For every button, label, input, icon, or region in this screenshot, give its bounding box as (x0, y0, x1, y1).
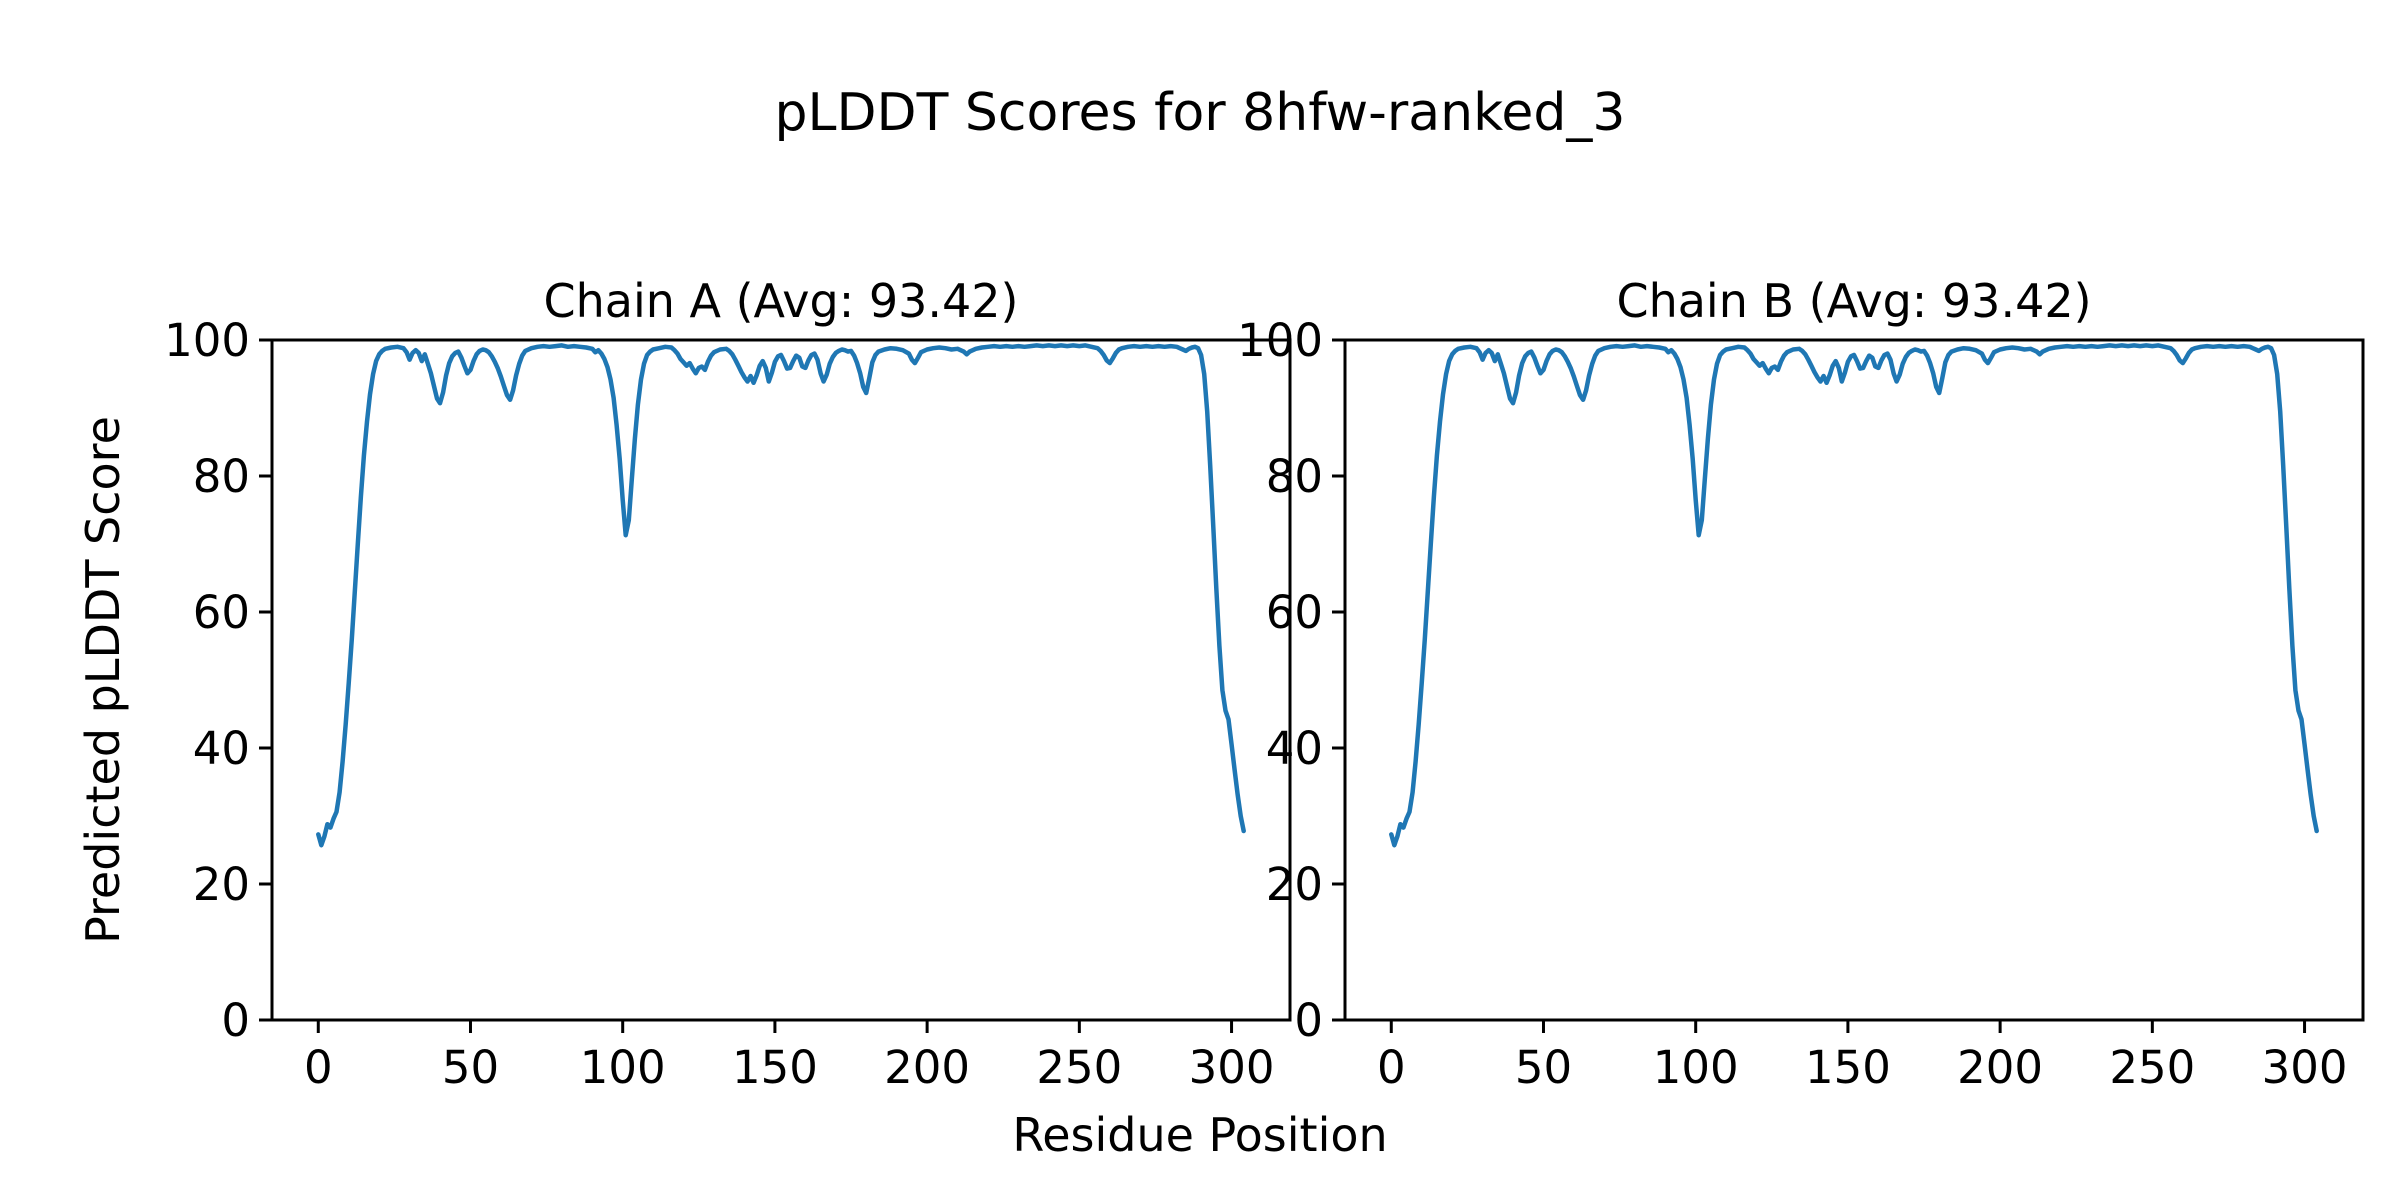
y-tick-label: 0 (221, 994, 250, 1047)
x-tick-label: 300 (2262, 1041, 2348, 1094)
x-tick-label: 200 (1957, 1041, 2043, 1094)
y-tick-label: 80 (1266, 450, 1323, 503)
x-tick-label: 250 (1036, 1041, 1122, 1094)
x-tick-label: 50 (1515, 1041, 1572, 1094)
x-tick-label: 0 (1377, 1041, 1406, 1094)
axes-box (270, 338, 1292, 1022)
y-tick-label: 40 (193, 722, 250, 775)
y-tick-label: 20 (193, 858, 250, 911)
y-tick-label: 20 (1266, 858, 1323, 911)
chain-a-plot: 0 50 100 150 200 250 300 0 20 40 60 80 100 (164, 314, 1292, 1094)
axes-box (1343, 338, 2365, 1022)
y-tick-label: 100 (1237, 314, 1323, 367)
x-axis-label: Residue Position (1012, 1108, 1388, 1162)
x-tick-label: 50 (442, 1041, 499, 1094)
chain-b-title: Chain B (Avg: 93.42) (1616, 274, 2092, 328)
figure-title: pLDDT Scores for 8hfw-ranked_3 (774, 83, 1626, 143)
x-tick-label: 250 (2109, 1041, 2195, 1094)
x-tick-label: 300 (1189, 1041, 1275, 1094)
x-tick-label: 100 (1653, 1041, 1739, 1094)
chain-a-title: Chain A (Avg: 93.42) (543, 274, 1019, 328)
y-tick-label: 100 (164, 314, 250, 367)
y-tick-label: 80 (193, 450, 250, 503)
y-tick-label: 60 (1266, 586, 1323, 639)
y-tick-label: 40 (1266, 722, 1323, 775)
y-tick-label: 0 (1294, 994, 1323, 1047)
x-tick-label: 200 (884, 1041, 970, 1094)
chain-b-plot: 0 50 100 150 200 250 300 0 20 40 60 80 100 (1237, 314, 2365, 1094)
x-tick-label: 150 (1805, 1041, 1891, 1094)
x-tick-label: 100 (580, 1041, 666, 1094)
plddt-line-chain-b (1389, 343, 2319, 848)
x-tick-label: 150 (732, 1041, 818, 1094)
y-tick-label: 60 (193, 586, 250, 639)
plddt-line-chain-a (316, 343, 1246, 848)
x-tick-label: 0 (304, 1041, 333, 1094)
